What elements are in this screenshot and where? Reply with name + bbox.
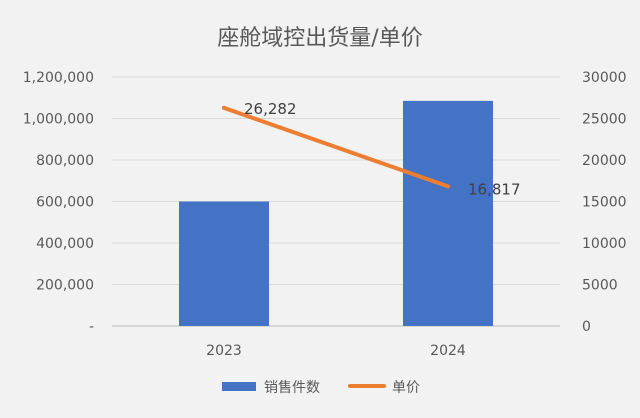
y-right-tick-label: 15000 bbox=[582, 195, 627, 211]
y-left-tick-label: 1,200,000 bbox=[23, 70, 94, 86]
y-left-tick-label: 400,000 bbox=[36, 236, 94, 252]
x-tick-label: 2024 bbox=[430, 343, 466, 359]
y-left-tick-label: 1,000,000 bbox=[23, 112, 94, 128]
chart-title: 座舱域控出货量/单价 bbox=[217, 26, 422, 51]
x-tick-label: 2023 bbox=[206, 343, 242, 359]
line-layer: 26,282 16,817 bbox=[222, 100, 521, 198]
line-series bbox=[222, 105, 450, 189]
legend-bar-swatch bbox=[222, 382, 256, 391]
legend-bar-label: 销售件数 bbox=[264, 380, 320, 396]
line-point bbox=[222, 105, 226, 110]
bar bbox=[179, 201, 269, 326]
y-right-tick-label: 30000 bbox=[582, 70, 627, 86]
bar bbox=[403, 100, 493, 326]
y-right-tick-label: 20000 bbox=[582, 153, 627, 169]
y-left-tick-label: 600,000 bbox=[36, 195, 94, 211]
y-right-tick-label: 5000 bbox=[582, 278, 618, 294]
y-right-tick-label: 10000 bbox=[582, 236, 627, 252]
y-left-tick-label: - bbox=[89, 319, 94, 335]
y-right-tick-label: 25000 bbox=[582, 112, 627, 128]
y-left-tick-label: 800,000 bbox=[36, 153, 94, 169]
legend-line-label: 单价 bbox=[392, 380, 420, 396]
bars-layer bbox=[179, 100, 493, 326]
data-label: 26,282 bbox=[244, 100, 297, 118]
y-left-tick-label: 200,000 bbox=[36, 278, 94, 294]
data-label: 16,817 bbox=[468, 180, 521, 198]
ticks-layer: - 200,000 400,000 600,000 800,000 1,000,000 1,… bbox=[23, 70, 627, 359]
y-right-tick-label: 0 bbox=[582, 319, 591, 335]
legend: 销售件数 单价 bbox=[222, 380, 420, 396]
line-point bbox=[446, 184, 450, 189]
